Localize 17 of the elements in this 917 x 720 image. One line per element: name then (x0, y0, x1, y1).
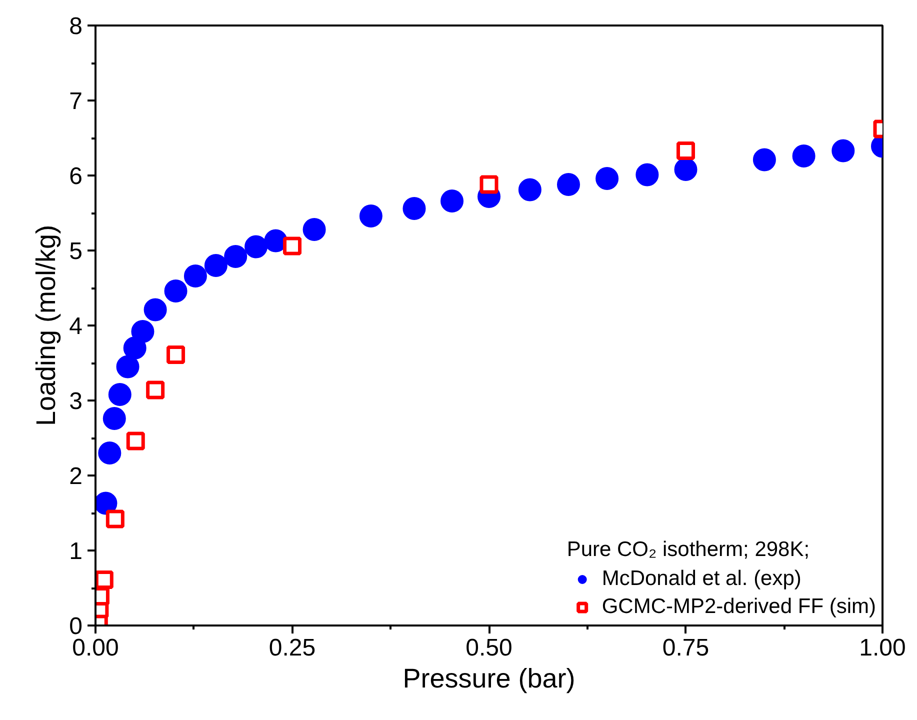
y-tick-label: 6 (69, 163, 83, 190)
y-tick-label: 5 (69, 238, 83, 265)
x-tick-label: 1.00 (859, 634, 906, 662)
y-tick-label: 8 (69, 13, 83, 40)
y-tick-label: 2 (69, 463, 83, 490)
legend-title: Pure CO₂ isotherm; 298K; (566, 538, 811, 562)
x-tick-label: 0.25 (268, 634, 316, 662)
x-tick-label: 0.75 (662, 634, 710, 662)
legend-label: GCMC-MP2-derived FF (sim) (602, 595, 876, 619)
y-tick-label: 3 (69, 388, 83, 415)
y-tick-label: 7 (69, 88, 83, 115)
y-tick-label: 1 (69, 538, 83, 565)
y-axis-title: Loading (mol/kg) (31, 224, 62, 426)
x-axis-title: Pressure (bar) (402, 664, 576, 694)
y-tick-label: 4 (69, 313, 83, 340)
legend-label: McDonald et al. (exp) (602, 567, 802, 591)
x-tick-label: 0.50 (466, 634, 512, 662)
